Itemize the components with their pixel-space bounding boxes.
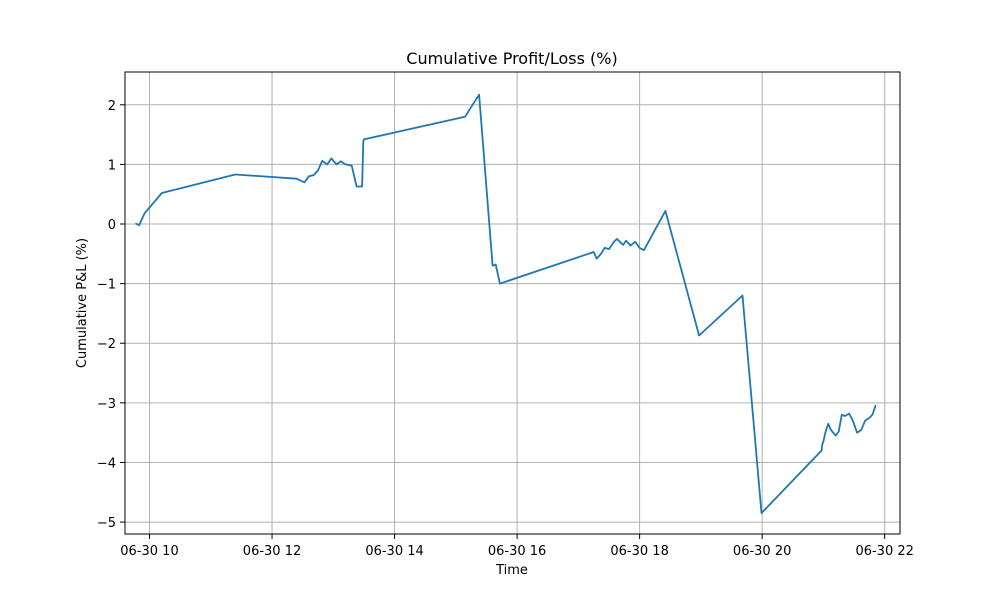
y-tick-label: −1 [97,278,116,293]
x-tick-label: 06-30 20 [733,544,791,559]
x-tick-label: 06-30 12 [243,544,301,559]
y-tick-label: 2 [108,99,116,114]
y-tick-label: −5 [97,516,116,531]
y-tick-label: −3 [97,397,116,412]
y-axis-label: Cumulative P&L (%) [75,238,90,368]
x-tick-label: 06-30 14 [365,544,423,559]
series-group [135,93,877,514]
x-tick-label: 06-30 22 [855,544,913,559]
x-tick-label: 06-30 16 [488,544,546,559]
y-tick-label: 0 [108,218,116,233]
y-tick-label: −4 [97,456,116,471]
y-axis-ticks: 2 1 0 −1 −2 −3 −4 −5 [97,99,125,531]
x-tick-label: 06-30 10 [120,544,178,559]
y-tick-label: −2 [97,337,116,352]
x-axis-label: Time [495,563,528,578]
x-tick-label: 06-30 18 [610,544,668,559]
series-line-0 [135,93,877,514]
y-tick-label: 1 [108,158,116,173]
grid [125,72,900,534]
plot-frame [124,71,901,535]
chart-title: Cumulative Profit/Loss (%) [406,49,617,68]
x-axis-ticks: 06-30 10 06-30 12 06-30 14 06-30 16 06-30 18… [120,534,914,559]
